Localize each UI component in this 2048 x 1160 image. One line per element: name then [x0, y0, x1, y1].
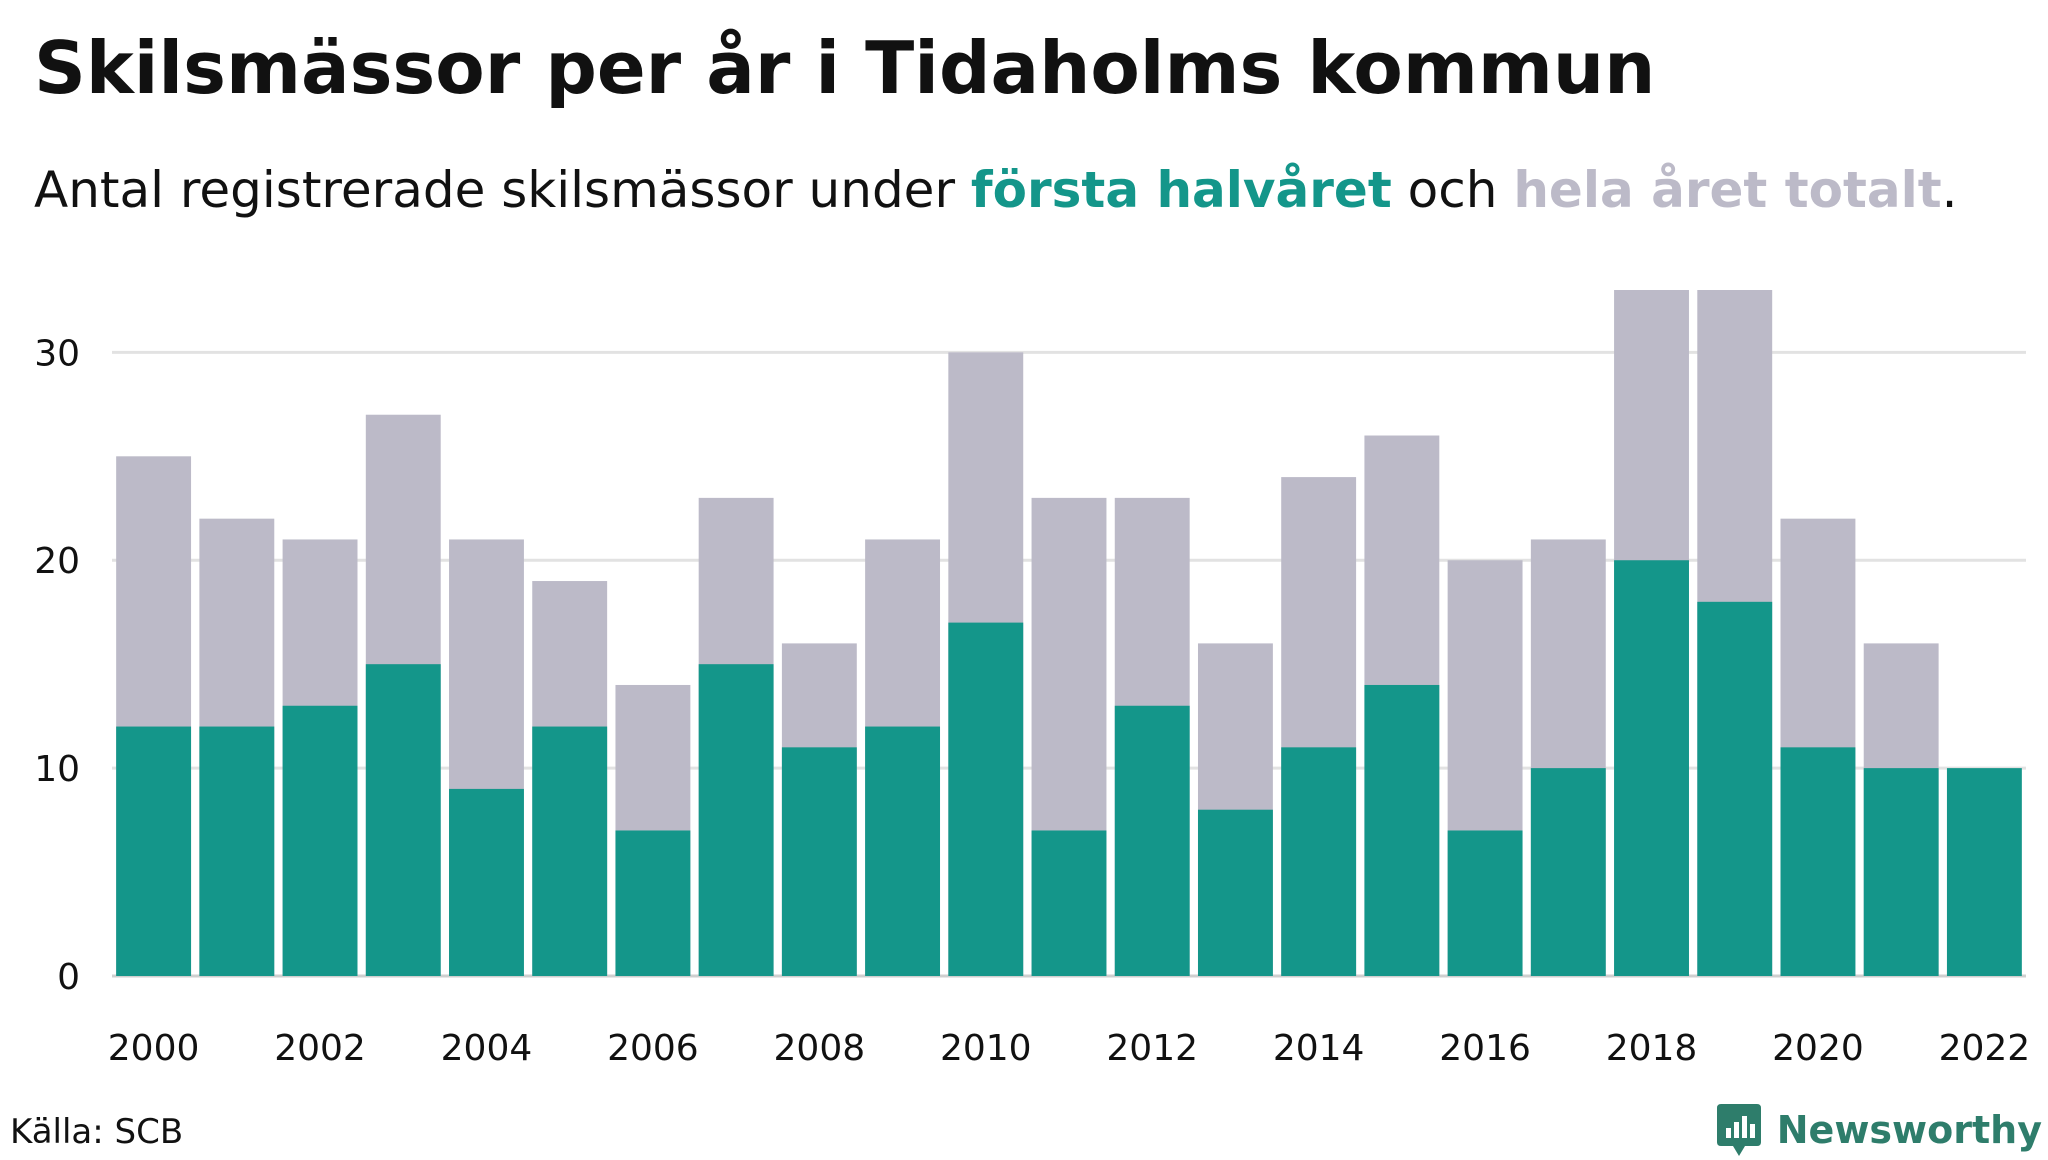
bar-first-half-2022 — [1946, 768, 2022, 976]
y-tick-label-20: 20 — [34, 541, 80, 582]
bar-first-half-2017 — [1530, 768, 1606, 976]
bar-first-half-2021 — [1863, 768, 1939, 976]
bar-first-half-2006 — [615, 830, 691, 976]
bars-first-half — [116, 560, 2022, 976]
bar-first-half-2019 — [1697, 601, 1773, 976]
subtitle-suffix: . — [1941, 161, 1958, 219]
x-tick-label-2020: 2020 — [1772, 1028, 1864, 1069]
bar-first-half-2004 — [449, 788, 524, 976]
x-tick-label-2008: 2008 — [774, 1028, 866, 1069]
bar-first-half-2016 — [1447, 830, 1523, 976]
chart-title: Skilsmässor per år i Tidaholms kommun — [34, 26, 1656, 110]
bar-first-half-2008 — [781, 747, 857, 976]
bar-first-half-2002 — [282, 705, 358, 976]
y-tick-label-0: 0 — [57, 957, 80, 998]
bar-first-half-2000 — [116, 726, 192, 976]
x-axis: 2000 2002 2004 2006 2008 2010 2012 2014 2016 2018… — [108, 1028, 2030, 1069]
y-axis: 0 10 20 30 — [34, 333, 80, 998]
bar-first-half-2010 — [948, 622, 1024, 976]
bar-first-half-2009 — [865, 726, 941, 976]
x-tick-label-2004: 2004 — [441, 1028, 533, 1069]
x-tick-label-2002: 2002 — [274, 1028, 366, 1069]
bar-first-half-2014 — [1281, 747, 1357, 976]
subtitle-middle: och — [1391, 161, 1514, 219]
x-tick-label-2014: 2014 — [1273, 1028, 1365, 1069]
bar-first-half-2003 — [365, 664, 441, 976]
legend-full-year: hela året totalt — [1513, 161, 1942, 219]
subtitle-prefix: Antal registrerade skilsmässor under — [34, 161, 971, 219]
bar-first-half-2020 — [1780, 747, 1856, 976]
x-tick-label-2010: 2010 — [940, 1028, 1032, 1069]
x-tick-label-2022: 2022 — [1939, 1028, 2031, 1069]
y-tick-label-10: 10 — [34, 749, 80, 790]
source-note: Källa: SCB — [10, 1112, 184, 1152]
legend-first-half: första halvåret — [970, 161, 1392, 219]
x-tick-label-2006: 2006 — [607, 1028, 699, 1069]
x-tick-label-2012: 2012 — [1106, 1028, 1198, 1069]
bar-first-half-2018 — [1614, 560, 1689, 976]
chart-subtitle: Antal registrerade skilsmässor under för… — [34, 150, 1958, 230]
newsworthy-logo-icon — [1716, 1104, 1761, 1156]
bar-first-half-2013 — [1197, 809, 1273, 976]
bar-first-half-2015 — [1364, 684, 1440, 976]
bar-first-half-2007 — [698, 664, 774, 976]
x-tick-label-2016: 2016 — [1439, 1028, 1531, 1069]
y-tick-label-30: 30 — [34, 333, 80, 374]
bar-first-half-2012 — [1114, 705, 1190, 976]
x-tick-label-2018: 2018 — [1606, 1028, 1698, 1069]
bar-first-half-2001 — [199, 726, 275, 976]
x-tick-label-2000: 2000 — [108, 1028, 200, 1069]
bar-first-half-2005 — [532, 726, 608, 976]
bar-first-half-2011 — [1031, 830, 1107, 976]
brand-logo: Newsworthy — [1715, 1100, 2042, 1160]
brand-name: Newsworthy — [1776, 1108, 2042, 1152]
